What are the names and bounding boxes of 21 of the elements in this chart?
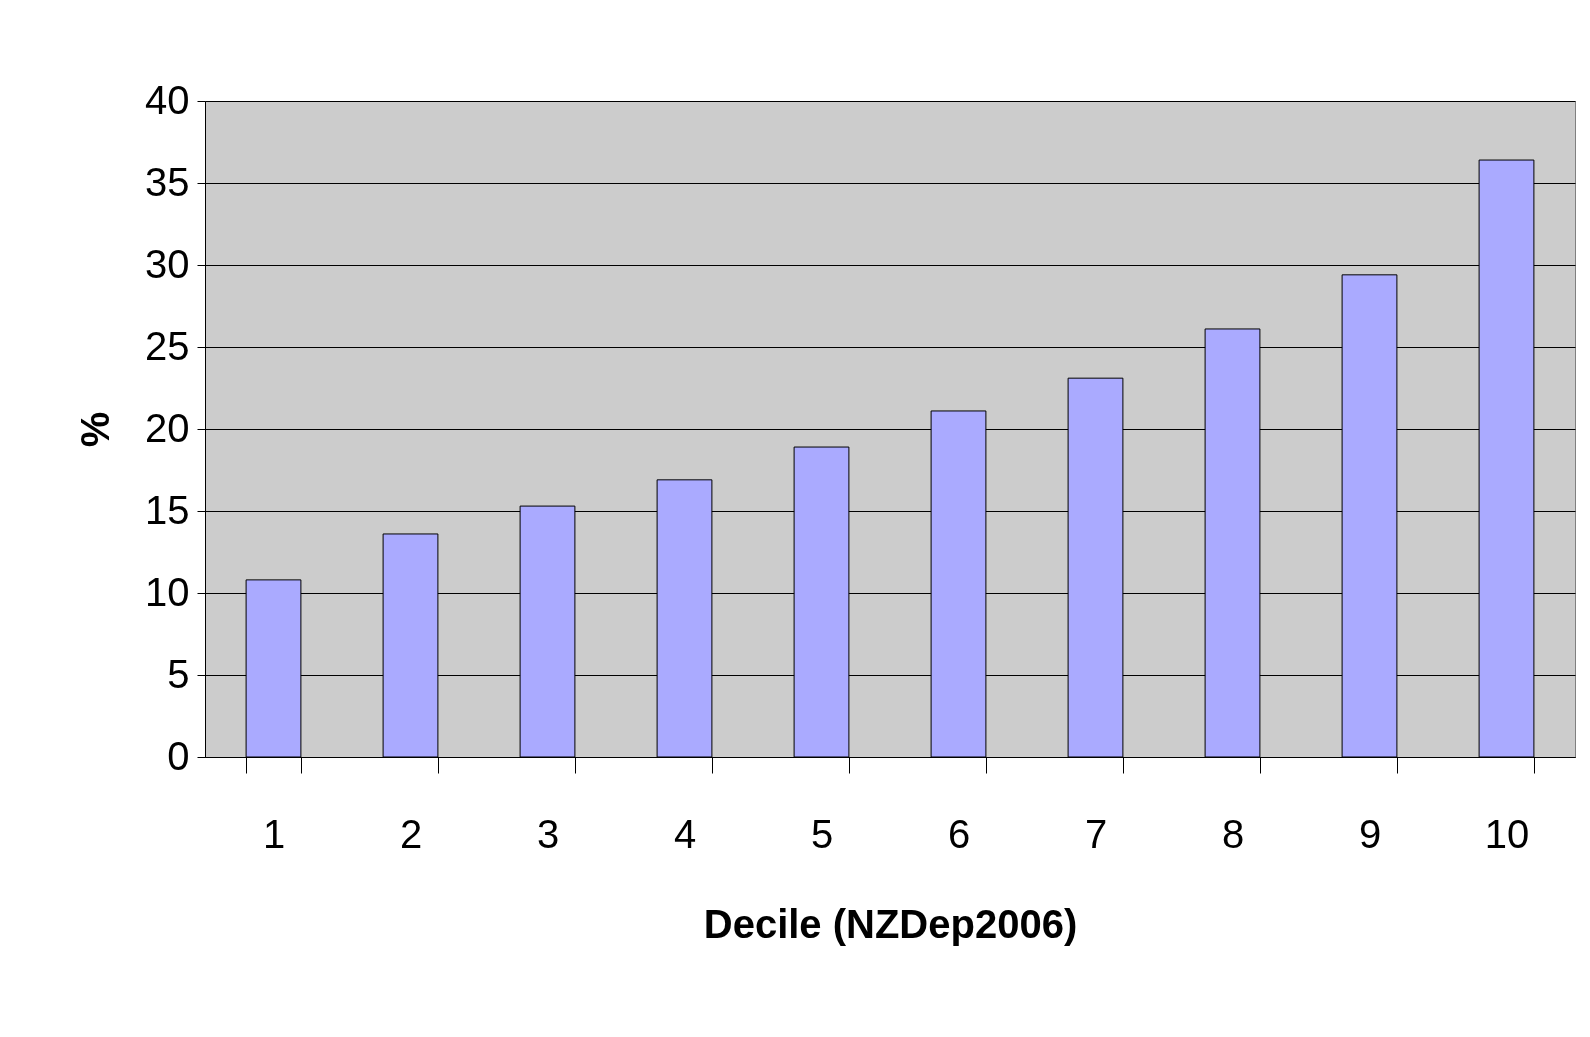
x-tick-label: 4 xyxy=(673,811,697,856)
x-tick-label: 9 xyxy=(1358,811,1382,856)
y-tick-label: 25 xyxy=(145,323,190,368)
y-tick-label: 40 xyxy=(145,77,190,122)
y-tick-label: 5 xyxy=(167,651,190,696)
x-tick-label: 3 xyxy=(536,811,560,856)
y-tick-label: 20 xyxy=(145,405,190,450)
y-tick-label: 0 xyxy=(167,733,190,778)
x-tick-label: 8 xyxy=(1221,811,1245,856)
x-tick-label: 5 xyxy=(810,811,834,856)
y-tick-label: 10 xyxy=(145,569,190,614)
x-tick-label: 7 xyxy=(1084,811,1108,856)
x-tick-label: 10 xyxy=(1484,811,1530,856)
y-tick-label: 35 xyxy=(145,159,190,204)
x-axis-title: Decile (NZDep2006) xyxy=(703,901,1078,946)
y-tick-label: 30 xyxy=(145,241,190,286)
y-axis-title: % xyxy=(73,411,118,448)
x-tick-label: 2 xyxy=(399,811,423,856)
y-tick-label: 15 xyxy=(145,487,190,532)
x-tick-label: 6 xyxy=(947,811,971,856)
x-tick-label: 1 xyxy=(262,811,286,856)
